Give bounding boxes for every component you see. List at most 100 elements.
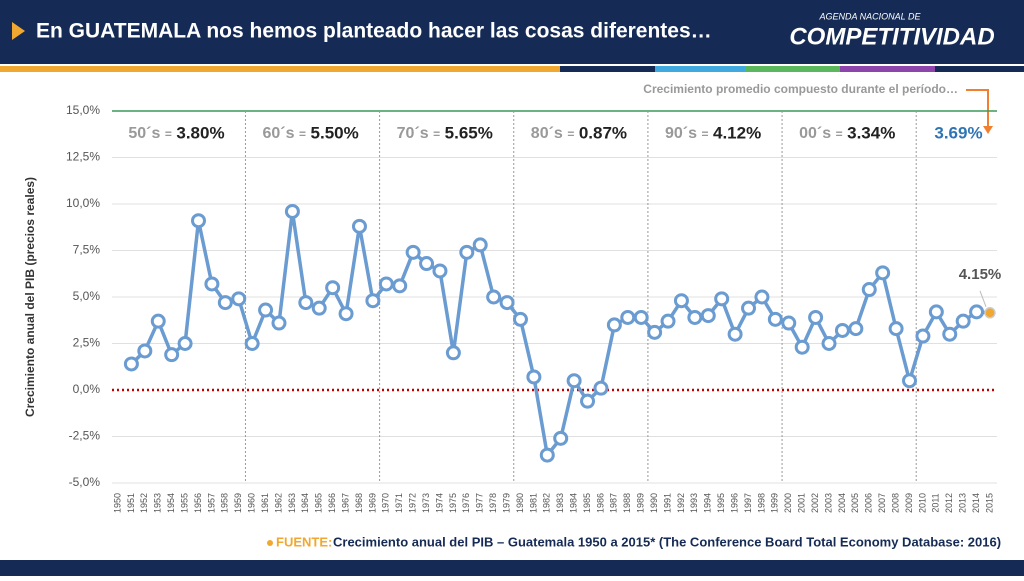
data-point <box>727 326 743 342</box>
data-point <box>928 304 944 320</box>
y-tick-label: 2,5% <box>73 336 101 350</box>
data-point <box>459 244 475 260</box>
data-point <box>338 306 354 322</box>
data-point <box>271 315 287 331</box>
last-value-label: 4.15% <box>959 266 1002 283</box>
x-tick-label: 1973 <box>421 493 431 513</box>
x-tick-label: 2007 <box>877 493 887 513</box>
stripe <box>840 66 935 72</box>
x-tick-label: 1976 <box>461 493 471 513</box>
data-point <box>620 309 636 325</box>
decade-label: 50´s <box>128 125 160 142</box>
x-tick-label: 2000 <box>783 493 793 513</box>
x-tick-label: 1999 <box>770 493 780 513</box>
decade-label: 90´s <box>665 125 697 142</box>
arrow-head <box>983 126 993 134</box>
decade-separator: = <box>299 127 306 141</box>
data-point <box>969 304 985 320</box>
decade-value: 0.87% <box>579 123 627 142</box>
data-point <box>244 336 260 351</box>
data-point <box>714 291 730 307</box>
x-tick-label: 1977 <box>475 493 485 513</box>
x-tick-label: 1970 <box>381 493 391 513</box>
x-tick-label: 1979 <box>501 493 511 513</box>
x-tick-label: 1987 <box>609 493 619 513</box>
data-point <box>526 369 542 385</box>
data-point <box>593 380 609 396</box>
x-tick-label: 1950 <box>112 493 122 513</box>
data-point <box>190 213 206 229</box>
decade-separator: = <box>567 127 574 141</box>
x-tick-label: 1960 <box>247 493 257 513</box>
logo-top: AGENDA NACIONAL DE <box>818 11 921 21</box>
decade-value: 4.12% <box>713 123 761 142</box>
x-tick-label: 1959 <box>233 493 243 513</box>
data-point <box>741 300 757 316</box>
data-point <box>123 356 139 372</box>
data-point <box>754 289 770 305</box>
data-point <box>566 373 582 389</box>
x-tick-label: 1995 <box>716 493 726 513</box>
x-tick-label: 2002 <box>810 493 820 513</box>
x-tick-label: 1998 <box>756 493 766 513</box>
y-tick-label: 0,0% <box>73 382 101 396</box>
data-point <box>794 339 810 355</box>
x-tick-label: 1963 <box>287 493 297 513</box>
stripe <box>655 66 745 72</box>
data-point <box>365 293 381 309</box>
data-point <box>284 203 300 219</box>
x-tick-label: 1982 <box>542 493 552 513</box>
source-label: FUENTE: <box>276 534 332 549</box>
x-tick-label: 2010 <box>917 493 927 513</box>
data-point <box>217 295 233 311</box>
y-tick-label: -2,5% <box>69 429 101 443</box>
decade-label: 80´s <box>531 125 563 142</box>
annotation: Crecimiento promedio compuesto durante e… <box>643 82 958 96</box>
decade-separator: = <box>836 127 843 141</box>
data-point <box>660 313 676 329</box>
x-tick-label: 1955 <box>179 493 189 513</box>
x-tick-label: 1958 <box>220 493 230 513</box>
logo-main: COMPETITIVIDAD <box>789 23 994 50</box>
x-tick-label: 1983 <box>555 493 565 513</box>
footer-bar <box>0 560 1024 576</box>
data-point <box>150 313 166 329</box>
x-tick-label: 1975 <box>448 493 458 513</box>
x-tick-label: 1969 <box>367 493 377 513</box>
x-tick-label: 1951 <box>126 493 136 513</box>
x-tick-label: 1961 <box>260 493 270 513</box>
x-tick-label: 1964 <box>300 493 310 513</box>
slide-title: En GUATEMALA nos hemos planteado hacer l… <box>36 20 712 43</box>
data-point <box>258 302 274 318</box>
x-tick-label: 2008 <box>890 493 900 513</box>
decade-value: 3.80% <box>176 123 224 142</box>
overall-value: 3.69% <box>934 123 982 142</box>
annotation-arrow <box>966 89 989 128</box>
x-tick-label: 2005 <box>850 493 860 513</box>
data-point <box>861 282 877 298</box>
x-tick-label: 1978 <box>488 493 498 513</box>
data-point <box>633 309 649 325</box>
data-point <box>311 300 327 316</box>
decade-value: 5.65% <box>445 123 493 142</box>
data-point <box>700 308 716 324</box>
data-point <box>204 276 220 292</box>
x-tick-label: 1989 <box>636 493 646 513</box>
x-tick-label: 2004 <box>837 493 847 513</box>
data-point <box>580 393 596 409</box>
data-point <box>834 322 850 338</box>
data-point <box>378 276 394 292</box>
x-tick-label: 1972 <box>408 493 418 513</box>
x-tick-label: 1962 <box>273 493 283 513</box>
data-point <box>298 295 314 311</box>
decade-value: 5.50% <box>311 123 359 142</box>
data-point <box>821 336 837 351</box>
bullet-icon <box>12 22 25 40</box>
x-tick-label: 1986 <box>595 493 605 513</box>
x-tick-label: 1996 <box>729 493 739 513</box>
x-tick-label: 1997 <box>743 493 753 513</box>
decade-label: 70´s <box>397 125 429 142</box>
data-point <box>325 280 341 296</box>
x-tick-label: 1991 <box>662 493 672 513</box>
